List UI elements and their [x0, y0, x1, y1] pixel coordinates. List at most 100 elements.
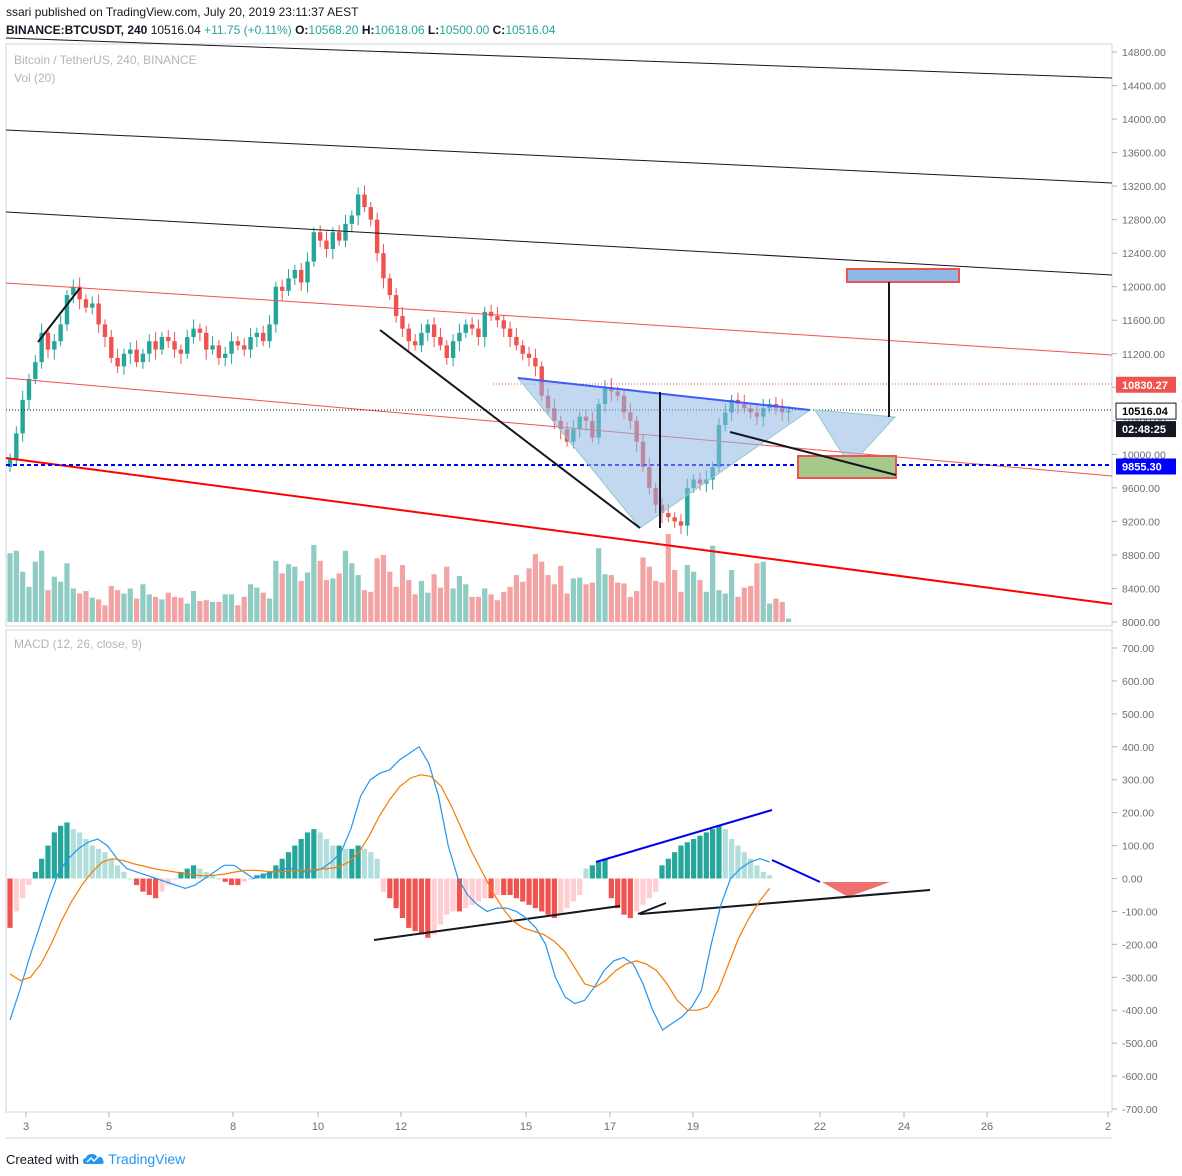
volume-bar — [722, 593, 728, 622]
candle[interactable] — [20, 390, 25, 442]
candle[interactable] — [134, 340, 139, 368]
candle[interactable] — [381, 243, 386, 289]
candle-body — [153, 341, 158, 350]
candle[interactable] — [64, 290, 70, 332]
candle[interactable] — [431, 317, 437, 348]
candle[interactable] — [216, 340, 222, 365]
macd-histogram-bar — [146, 878, 152, 895]
candle-body — [501, 320, 506, 329]
candle[interactable] — [229, 331, 234, 364]
candle[interactable] — [678, 514, 684, 534]
candle[interactable] — [672, 512, 677, 529]
candle[interactable] — [488, 304, 494, 322]
volume-bar — [399, 565, 406, 622]
candle[interactable] — [387, 273, 392, 301]
candle[interactable] — [83, 294, 89, 313]
candle[interactable] — [102, 319, 108, 348]
candle[interactable] — [128, 342, 133, 364]
candle[interactable] — [324, 231, 329, 258]
candle[interactable] — [336, 225, 342, 246]
candle[interactable] — [526, 346, 532, 367]
candle[interactable] — [248, 327, 253, 358]
candle[interactable] — [185, 329, 190, 359]
candle[interactable] — [166, 329, 171, 348]
candle[interactable] — [457, 323, 462, 352]
candle[interactable] — [39, 323, 44, 369]
candle[interactable] — [393, 287, 399, 323]
candle[interactable] — [406, 323, 411, 352]
candle[interactable] — [147, 334, 152, 363]
candle[interactable] — [204, 325, 209, 360]
footer: Created with TradingView — [6, 1151, 185, 1167]
candle[interactable] — [153, 331, 158, 360]
candle[interactable] — [96, 294, 101, 333]
candle[interactable] — [254, 327, 260, 348]
candle[interactable] — [52, 334, 57, 360]
candle[interactable] — [311, 227, 317, 267]
candle[interactable] — [210, 336, 215, 355]
volume-bar — [165, 592, 171, 622]
candle[interactable] — [355, 187, 361, 226]
candle[interactable] — [140, 348, 146, 369]
candle[interactable] — [235, 336, 241, 351]
candle[interactable] — [400, 306, 405, 337]
candle[interactable] — [121, 348, 127, 375]
macd-axis[interactable]: 700.00 600.00 500.00 400.00 300.00 200.00 100.… — [1112, 643, 1158, 1116]
candle[interactable] — [495, 306, 500, 327]
candle[interactable] — [476, 319, 481, 346]
time-axis[interactable]: 3 5 8 10 12 15 17 19 22 24 26 2 — [23, 1112, 1111, 1133]
candle[interactable] — [520, 340, 525, 361]
candle[interactable] — [533, 348, 538, 377]
candle[interactable] — [159, 331, 165, 355]
candle[interactable] — [298, 262, 304, 291]
candle[interactable] — [33, 355, 38, 384]
candle[interactable] — [374, 212, 380, 262]
candle[interactable] — [261, 325, 266, 347]
candle[interactable] — [191, 319, 196, 344]
candle[interactable] — [279, 279, 285, 301]
candle[interactable] — [172, 331, 177, 358]
candle[interactable] — [109, 329, 114, 363]
candle[interactable] — [286, 269, 291, 296]
author-name[interactable]: ssari — [6, 5, 32, 19]
candle[interactable] — [45, 327, 51, 358]
candle[interactable] — [58, 315, 63, 347]
candle[interactable] — [412, 334, 418, 351]
candle[interactable] — [514, 327, 519, 351]
candle[interactable] — [71, 279, 76, 304]
candle[interactable] — [26, 373, 32, 410]
candle[interactable] — [507, 321, 513, 348]
candle[interactable] — [115, 348, 120, 374]
candle[interactable] — [362, 185, 367, 213]
candle[interactable] — [7, 453, 13, 472]
candle[interactable] — [178, 344, 184, 364]
candle[interactable] — [292, 264, 298, 286]
candle[interactable] — [349, 210, 355, 233]
candle[interactable] — [425, 319, 430, 342]
candle[interactable] — [305, 252, 310, 293]
candle[interactable] — [242, 338, 247, 357]
candle[interactable] — [267, 315, 272, 348]
candle[interactable] — [197, 323, 203, 342]
candle[interactable] — [90, 296, 95, 315]
candle[interactable] — [223, 346, 228, 367]
tradingview-brand[interactable]: TradingView — [108, 1151, 186, 1167]
macd-histogram-bar — [532, 878, 538, 909]
candle[interactable] — [273, 281, 279, 333]
candle[interactable] — [482, 306, 487, 348]
candle[interactable] — [438, 327, 443, 351]
low-value: 10500.00 — [439, 23, 490, 37]
candle[interactable] — [450, 334, 456, 367]
candle[interactable] — [368, 202, 374, 227]
candle[interactable] — [469, 317, 475, 336]
candle[interactable] — [77, 277, 82, 310]
candle[interactable] — [463, 319, 468, 338]
candle[interactable] — [317, 225, 323, 248]
candle[interactable] — [444, 340, 449, 365]
candle[interactable] — [501, 315, 506, 337]
candle[interactable] — [419, 323, 424, 353]
candle[interactable] — [330, 227, 336, 260]
price-tick-label: 9600.00 — [1122, 483, 1160, 495]
price-axis[interactable]: 14800.00 14400.00 14000.00 13600.00 13200.00… — [1112, 47, 1166, 629]
